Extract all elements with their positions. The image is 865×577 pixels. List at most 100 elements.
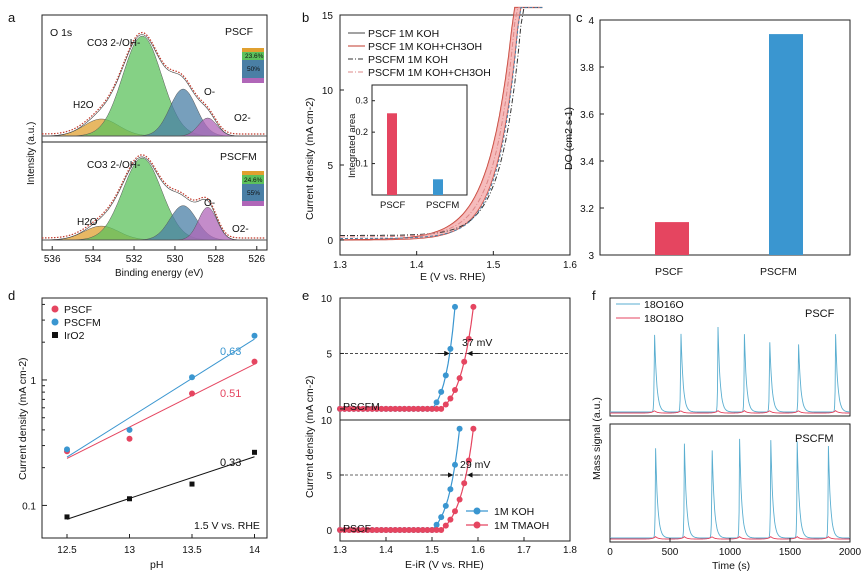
panel-c-ytick-label: 3.2 (580, 204, 594, 215)
point-iro2 (64, 514, 70, 520)
panel-c-ytick-label: 3.6 (580, 110, 594, 121)
point-pscfm (251, 332, 258, 339)
point-pscf-tmaoh (378, 527, 385, 533)
panel-d-ytick-label: 0.1 (22, 501, 36, 512)
legend-pscf-koh-ch3oh: PSCF 1M KOH+CH3OH (368, 41, 482, 53)
panel-e-xtick-label: 1.6 (471, 545, 485, 556)
panel-a-title: O 1s (50, 27, 72, 39)
trace-18o18o-pscf (610, 409, 850, 414)
point-pscfm-tmaoh (461, 358, 468, 365)
panel-a-top-h2o-label: H2O (73, 100, 94, 111)
point-pscf-tmaoh (415, 527, 422, 533)
slope-pscf: 0.51 (220, 388, 241, 400)
panel-e-bottom-name: PSCF (343, 523, 371, 535)
point-pscfm-tmaoh (470, 303, 477, 310)
point-pscfm-koh (433, 399, 440, 406)
panel-letter-a: a (8, 10, 16, 25)
point-pscf-tmaoh (447, 516, 454, 523)
curve-pscfm-koh-ch3oh (340, 7, 543, 238)
panel-e-ylabel: Current density (mA cm-2) (304, 375, 316, 498)
point-pscfm-tmaoh (346, 405, 353, 412)
panel-e-top-delta: 37 mV (462, 337, 492, 349)
xps-fit (41, 156, 265, 241)
panel-f-mass: 0 500 1000 1500 2000 18O16O 18O18O PSCF PSCF… (591, 297, 862, 572)
point-pscf-tmaoh (373, 527, 380, 533)
panel-a-top-inset-pct-2: 50% (247, 66, 260, 73)
point-pscfm (64, 446, 70, 453)
legend-18o16o: 18O16O (644, 299, 684, 311)
panel-letter-b: b (302, 10, 309, 25)
panel-f-ylabel: Mass signal (a.u.) (591, 397, 603, 480)
panel-d-ytick-label: 1 (30, 376, 36, 387)
point-pscf-tmaoh (383, 527, 389, 533)
panel-e-ytick-label: 10 (321, 294, 333, 305)
point-pscfm-tmaoh (438, 405, 445, 412)
point-pscfm-tmaoh (355, 405, 362, 412)
point-pscf-tmaoh (429, 527, 435, 533)
legend-pscfm-koh-ch3oh: PSCFM 1M KOH+CH3OH (368, 67, 491, 79)
point-pscf (126, 435, 133, 442)
panel-a-top-ominus-label: O- (204, 87, 215, 98)
point-pscfm-tmaoh (401, 405, 408, 412)
panel-a-xtick-label: 526 (248, 254, 265, 265)
panel-a-top-inset: 23.6% 50% (242, 48, 264, 83)
point-pscf-tmaoh (392, 527, 399, 533)
slope-iro2: 0.33 (220, 457, 241, 469)
point-pscf (189, 390, 195, 397)
panel-c-bar: 3 3.2 3.4 3.6 3.8 4 PSCF PSCFM DO (cm2 s-1) (563, 16, 851, 278)
point-pscf-tmaoh (396, 527, 403, 533)
point-pscf-tmaoh (442, 522, 449, 529)
panel-a-xtick-label: 534 (85, 254, 102, 265)
panel-b-xtick-label: 1.4 (410, 260, 424, 271)
inset-ylabel: Integrated area (347, 113, 358, 178)
panel-b-legend: PSCF 1M KOH PSCF 1M KOH+CH3OH PSCFM 1M K… (348, 28, 491, 79)
panel-a-top-o2-label: O2- (234, 113, 251, 124)
point-pscf-tmaoh (456, 496, 463, 503)
point-iro2 (127, 496, 132, 502)
point-pscfm-tmaoh (429, 405, 435, 412)
panel-f-xtick-label: 2000 (839, 547, 862, 558)
panel-a-xtick-label: 532 (126, 254, 143, 265)
trace-18o16o-pscf (610, 326, 850, 413)
point-pscf-tmaoh (424, 527, 431, 533)
legend-iro2: IrO2 (64, 330, 85, 342)
legend-tmaoh: 1M TMAOH (494, 520, 549, 532)
panel-b-ytick-label: 0 (327, 236, 333, 247)
panel-e-bottom-delta: 29 mV (460, 459, 490, 471)
panel-e-top-name: PSCFM (343, 401, 380, 413)
panel-f-top-frame (609, 297, 851, 417)
panel-b-xtick-label: 1.6 (563, 260, 577, 271)
panel-b-ytick-label: 15 (322, 11, 334, 22)
panel-e-xtick-label: 1.8 (563, 545, 577, 556)
panel-e-legend: 1M KOH 1M TMAOH (466, 506, 549, 532)
panel-a-frame (41, 14, 268, 251)
panel-a-bottom-h2o-label: H2O (77, 217, 98, 228)
point-pscfm (189, 374, 195, 381)
point-iro2 (189, 481, 195, 487)
panel-c-frame (599, 19, 851, 256)
legend-pscfm: PSCFM (64, 317, 101, 329)
panel-a-bottom-inset-pct-2: 55% (247, 190, 260, 197)
panel-c-ytick-label: 3.4 (580, 157, 594, 168)
panel-e-xtick-label: 1.7 (517, 545, 531, 556)
panel-b-ytick-label: 10 (322, 86, 334, 97)
point-pscfm-tmaoh (392, 405, 399, 412)
point-pscfm-tmaoh (415, 405, 422, 412)
panel-a-bottom-co3-label: CO3 2-/OH- (87, 160, 140, 171)
curve-pscfm-koh (340, 306, 456, 410)
point-pscfm-tmaoh (424, 405, 431, 412)
point-pscf-tmaoh (406, 527, 412, 533)
panel-f-legend: 18O16O 18O18O (616, 299, 684, 325)
point-pscfm-tmaoh (447, 395, 454, 402)
inset-ytick-label: 0.3 (355, 96, 368, 106)
inset-ytick-label: 0.2 (355, 127, 368, 137)
point-pscf-tmaoh (433, 527, 440, 533)
point-pscf-tmaoh (350, 527, 357, 533)
inset-cat-pscfm: PSCFM (426, 200, 459, 211)
panel-c-cat-pscf: PSCF (655, 266, 683, 278)
panel-a-bottom-o2-label: O2- (232, 224, 249, 235)
panel-e-xtick-label: 1.3 (333, 545, 347, 556)
point-pscfm-tmaoh (383, 405, 389, 412)
panel-letter-e: e (302, 288, 309, 303)
